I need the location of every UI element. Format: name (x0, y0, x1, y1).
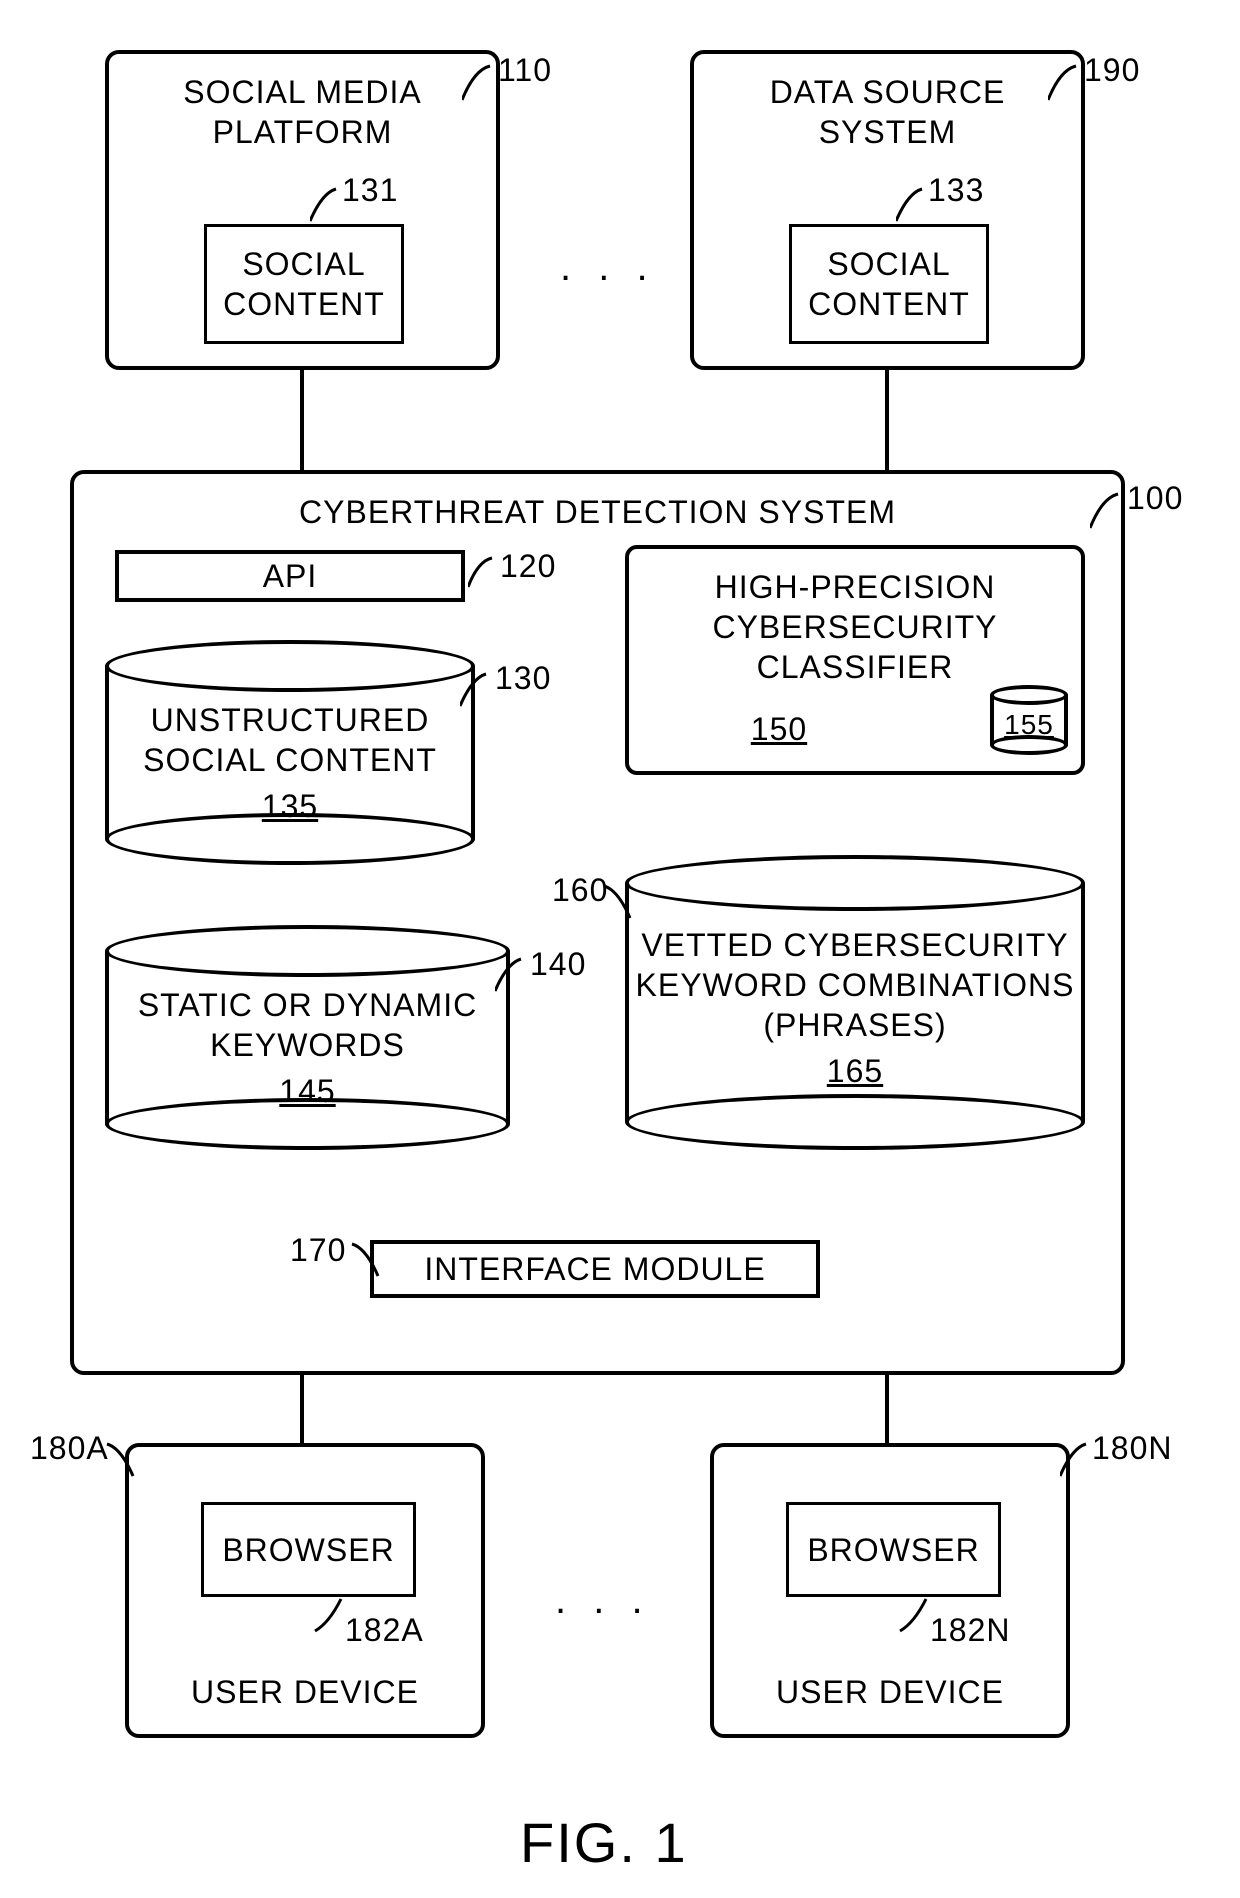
api-title: API (263, 556, 318, 596)
cyl-vetted: VETTED CYBERSECURITY KEYWORD COMBINATION… (625, 855, 1085, 1150)
unstructured-refu: 135 (105, 786, 475, 826)
data-source-system-box: DATA SOURCE SYSTEM SOCIAL CONTENT (690, 50, 1085, 370)
vetted-title: VETTED CYBERSECURITY KEYWORD COMBINATION… (625, 925, 1085, 1045)
conn-dss-main (885, 370, 889, 470)
conn-main-right (885, 1375, 889, 1443)
keywords-title: STATIC OR DYNAMIC KEYWORDS (105, 985, 510, 1065)
figure-caption: FIG. 1 (520, 1810, 688, 1875)
system-diagram: SOCIAL MEDIA PLATFORM SOCIAL CONTENT 110… (0, 0, 1240, 1898)
browser-left-title: BROWSER (222, 1530, 394, 1570)
user-device-right-title: USER DEVICE (714, 1672, 1066, 1712)
ref-100: 100 (1127, 480, 1183, 517)
browser-left: BROWSER (201, 1502, 416, 1597)
user-device-left-title: USER DEVICE (129, 1672, 481, 1712)
ref-190: 190 (1084, 52, 1140, 89)
user-device-right: BROWSER USER DEVICE (710, 1443, 1070, 1738)
classifier-title: HIGH-PRECISION CYBERSECURITY CLASSIFIER (629, 567, 1081, 687)
ref-131: 131 (342, 172, 398, 209)
ref-182a: 182A (345, 1612, 424, 1649)
dss-inner-title: SOCIAL CONTENT (808, 244, 970, 324)
cyl-155: 155 (990, 685, 1068, 755)
cyl-keywords: STATIC OR DYNAMIC KEYWORDS 145 (105, 925, 510, 1150)
ref-170: 170 (290, 1232, 346, 1269)
ref-155: 155 (1004, 709, 1054, 740)
conn-main-left (300, 1375, 304, 1443)
leader-182a (293, 1595, 353, 1635)
smp-title: SOCIAL MEDIA PLATFORM (109, 72, 496, 152)
social-media-platform-box: SOCIAL MEDIA PLATFORM SOCIAL CONTENT (105, 50, 500, 370)
cyl-unstructured: UNSTRUCTURED SOCIAL CONTENT 135 (105, 640, 475, 865)
classifier-ref: 150 (629, 709, 929, 749)
api-box: API (115, 550, 465, 602)
ellipsis-top: . . . (560, 245, 656, 290)
leader-182n (878, 1595, 938, 1635)
unstructured-title: UNSTRUCTURED SOCIAL CONTENT (105, 700, 475, 780)
ref-160: 160 (552, 872, 608, 909)
keywords-refu: 145 (105, 1071, 510, 1111)
dss-title: DATA SOURCE SYSTEM (694, 72, 1081, 152)
ellipsis-bottom: . . . (555, 1578, 651, 1623)
dss-social-content: SOCIAL CONTENT (789, 224, 989, 344)
smp-inner-title: SOCIAL CONTENT (223, 244, 385, 324)
ref-110: 110 (498, 52, 552, 89)
browser-right-title: BROWSER (807, 1530, 979, 1570)
ref-130: 130 (495, 660, 551, 697)
ref-180a: 180A (30, 1430, 109, 1467)
user-device-left: BROWSER USER DEVICE (125, 1443, 485, 1738)
ref-182n: 182N (930, 1612, 1011, 1649)
conn-smp-main (300, 370, 304, 470)
main-title: CYBERTHREAT DETECTION SYSTEM (74, 492, 1121, 532)
interface-title: INTERFACE MODULE (424, 1249, 765, 1289)
ref-133: 133 (928, 172, 984, 209)
interface-module-box: INTERFACE MODULE (370, 1240, 820, 1298)
smp-social-content: SOCIAL CONTENT (204, 224, 404, 344)
ref-120: 120 (500, 548, 556, 585)
ref-180n: 180N (1092, 1430, 1173, 1467)
browser-right: BROWSER (786, 1502, 1001, 1597)
ref-140: 140 (530, 946, 586, 983)
vetted-refu: 165 (625, 1051, 1085, 1091)
